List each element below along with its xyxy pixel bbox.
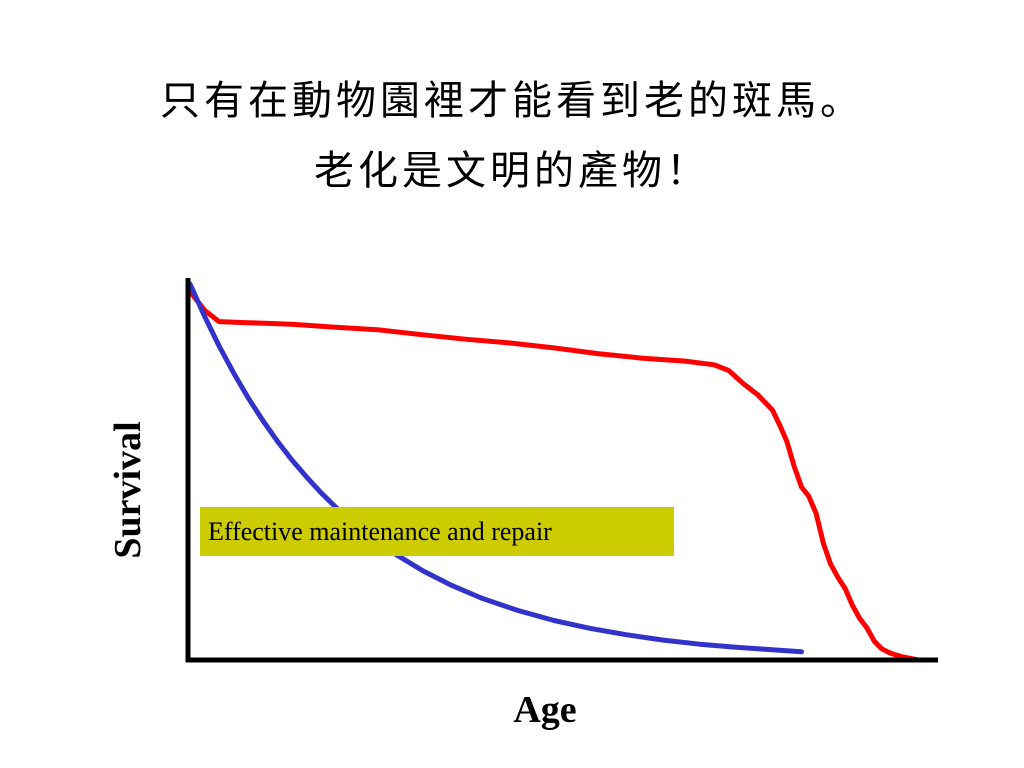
y-axis-label: Survival xyxy=(107,421,149,558)
slide-title-line-1: 只有在動物園裡才能看到老的斑馬。 xyxy=(160,78,864,124)
series-line-red xyxy=(187,289,921,663)
series-line-blue xyxy=(187,281,804,655)
slide-title-line-2: 老化是文明的產物！ xyxy=(314,148,710,194)
annotation-text: Effective maintenance and repair xyxy=(208,517,552,546)
x-axis-label: Age xyxy=(513,689,576,731)
annotation-box xyxy=(200,507,674,556)
series-layer xyxy=(187,281,921,663)
